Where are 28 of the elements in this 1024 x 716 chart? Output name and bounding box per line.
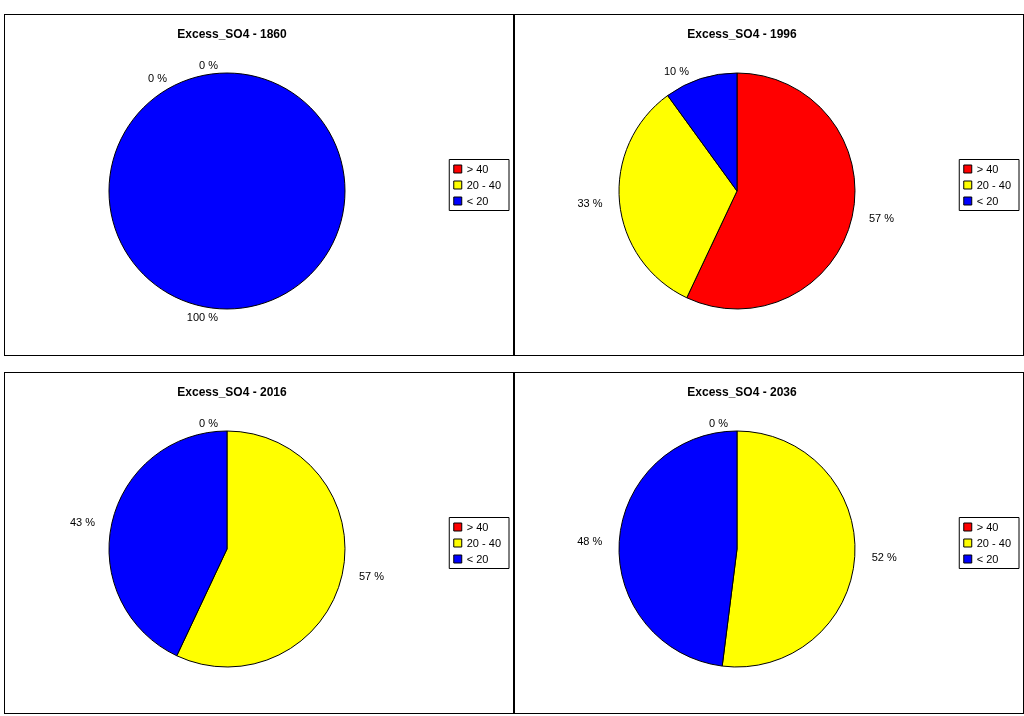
legend-label: < 20: [466, 195, 489, 207]
legend-label: 20 - 40: [976, 179, 1011, 191]
data-label: 57 %: [358, 570, 385, 583]
legend-label: < 20: [976, 195, 999, 207]
data-label: 33 %: [577, 196, 603, 209]
data-label: 43 %: [69, 515, 96, 528]
text: 0 %: [709, 417, 728, 429]
data-label: 57 %: [868, 212, 895, 225]
legend-label: 20 - 40: [976, 537, 1011, 549]
legend-label: > 40: [466, 521, 489, 533]
text: 0 %: [199, 417, 218, 429]
text: 0 %: [148, 72, 168, 84]
data-label: 48 %: [577, 535, 603, 548]
text: 0 %: [199, 59, 218, 71]
chart-title: Excess_SO4 - 1996: [687, 27, 798, 41]
chart-title: Excess_SO4 - 1860: [177, 27, 288, 41]
legend-label: > 40: [976, 163, 999, 175]
legend-label: > 40: [976, 521, 999, 533]
legend-label: > 40: [466, 163, 489, 175]
chart-title: Excess_SO4 - 2036: [687, 385, 798, 399]
data-label: 52 %: [871, 550, 898, 563]
data-label: 10 %: [663, 65, 690, 78]
chart-title: Excess_SO4 - 2016: [177, 385, 288, 399]
data-label: 100 %: [186, 311, 219, 323]
legend-label: < 20: [976, 553, 999, 565]
legend-label: 20 - 40: [466, 179, 501, 191]
legend-label: < 20: [466, 553, 489, 565]
legend-label: 20 - 40: [466, 537, 501, 549]
